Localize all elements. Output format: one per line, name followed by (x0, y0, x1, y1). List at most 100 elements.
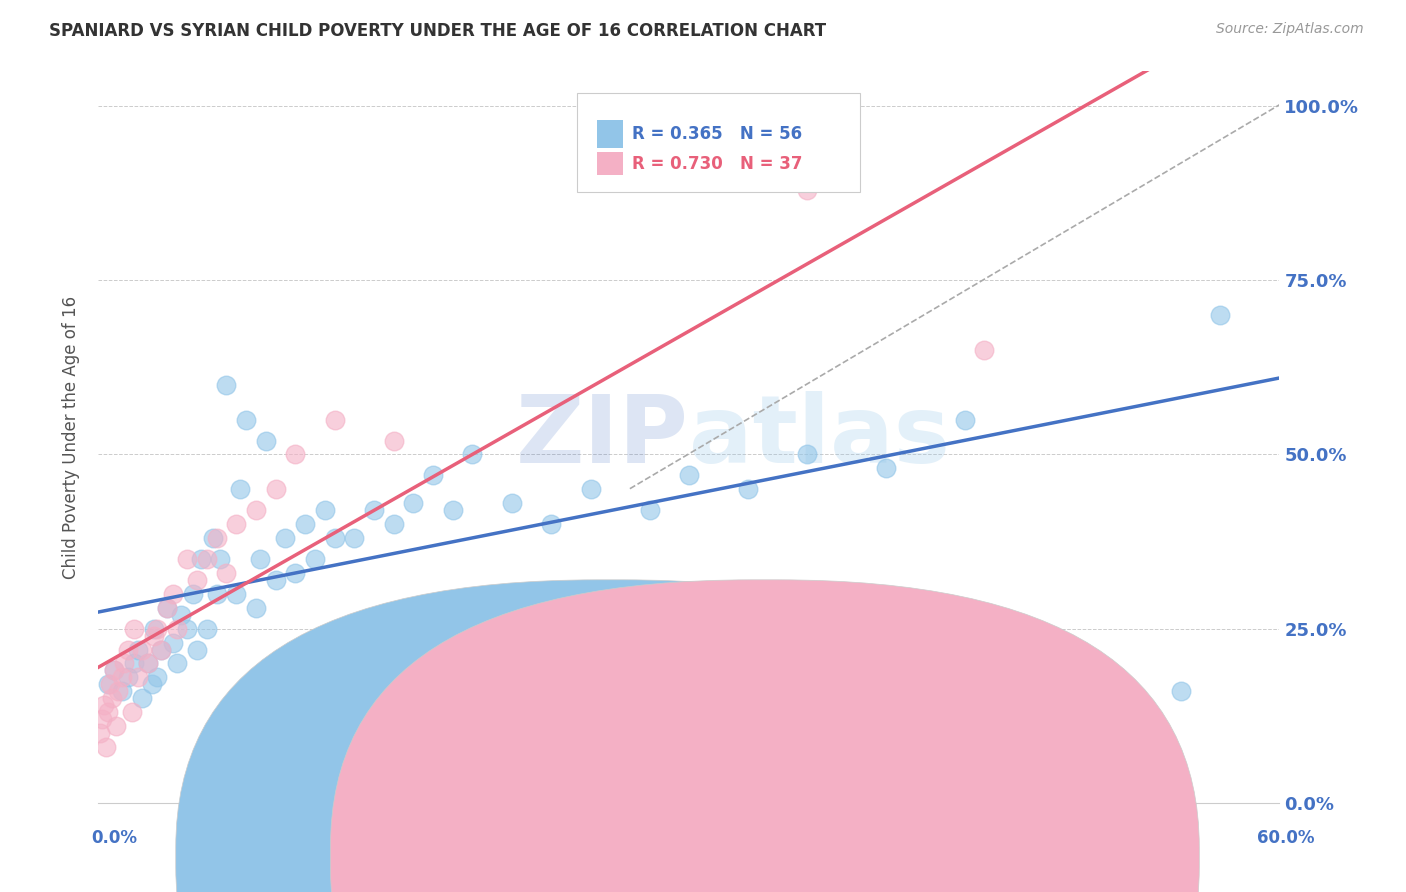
Point (254, 434, 277, 448)
Text: R = 0.365   N = 56: R = 0.365 N = 56 (633, 125, 803, 144)
Point (176, 552, 198, 566)
Point (284, 448, 307, 462)
Point (107, 684, 129, 698)
Point (382, 517, 405, 532)
Point (284, 566, 307, 580)
Point (382, 434, 405, 448)
Point (176, 622, 198, 636)
Point (638, 503, 661, 517)
Point (304, 552, 326, 566)
Point (215, 377, 238, 392)
Y-axis label: Child Poverty Under the Age of 16: Child Poverty Under the Age of 16 (62, 295, 80, 579)
Text: ZIP: ZIP (516, 391, 689, 483)
Point (249, 552, 271, 566)
Point (225, 587, 247, 601)
Point (127, 670, 149, 684)
Point (96, 740, 118, 755)
Point (91, 712, 114, 726)
Point (170, 607, 193, 622)
Point (117, 642, 139, 657)
Point (343, 531, 366, 545)
Point (97, 705, 120, 719)
Point (127, 642, 149, 657)
Point (186, 642, 208, 657)
Point (796, 183, 818, 197)
Point (166, 657, 188, 671)
Point (98, 677, 121, 691)
Text: Source: ZipAtlas.com: Source: ZipAtlas.com (1216, 22, 1364, 37)
Text: SPANIARD VS SYRIAN CHILD POVERTY UNDER THE AGE OF 16 CORRELATION CHART: SPANIARD VS SYRIAN CHILD POVERTY UNDER T… (49, 22, 827, 40)
Point (142, 622, 165, 636)
Point (117, 670, 139, 684)
Text: 0.0%: 0.0% (91, 829, 138, 847)
Text: atlas: atlas (689, 391, 950, 483)
Point (461, 448, 484, 462)
Text: Syrians: Syrians (787, 847, 849, 865)
Point (1170, 684, 1192, 698)
Point (97, 677, 120, 691)
Point (323, 531, 346, 545)
Point (235, 412, 257, 426)
Point (796, 448, 818, 462)
Point (181, 587, 204, 601)
Point (162, 635, 184, 649)
Point (294, 517, 316, 532)
Point (229, 483, 252, 497)
Point (136, 657, 159, 671)
Point (875, 461, 897, 475)
Point (441, 503, 464, 517)
Point (540, 517, 562, 532)
Point (973, 343, 995, 357)
Point (105, 719, 128, 733)
Point (245, 503, 267, 517)
Point (122, 622, 145, 636)
Point (131, 642, 153, 657)
Point (121, 705, 143, 719)
Point (209, 552, 232, 566)
Point (195, 552, 218, 566)
Point (103, 664, 125, 678)
Point (201, 531, 224, 545)
Bar (596, 152, 623, 175)
Point (190, 552, 212, 566)
Point (264, 573, 287, 587)
Point (150, 642, 173, 657)
Point (122, 657, 145, 671)
Point (323, 412, 346, 426)
Point (225, 517, 247, 532)
Point (274, 531, 297, 545)
Point (111, 670, 134, 684)
Point (264, 483, 287, 497)
Point (314, 503, 336, 517)
Point (579, 483, 602, 497)
Point (245, 600, 267, 615)
Bar (596, 120, 623, 148)
Text: 60.0%: 60.0% (1257, 829, 1315, 847)
Point (136, 657, 159, 671)
Point (205, 531, 228, 545)
Point (678, 468, 700, 483)
Point (363, 503, 385, 517)
Point (501, 496, 523, 510)
Point (737, 483, 759, 497)
Point (953, 412, 976, 426)
Point (156, 600, 179, 615)
Point (142, 629, 165, 643)
Point (162, 587, 184, 601)
FancyBboxPatch shape (576, 94, 860, 192)
Point (146, 622, 169, 636)
Point (215, 566, 238, 580)
Point (89, 726, 111, 740)
Point (156, 600, 179, 615)
Point (1209, 308, 1232, 322)
Point (101, 691, 124, 706)
Point (422, 468, 444, 483)
Point (195, 622, 218, 636)
Point (146, 670, 169, 684)
Point (141, 677, 163, 691)
Point (131, 691, 153, 706)
Point (112, 657, 135, 671)
Point (186, 573, 208, 587)
Text: R = 0.730   N = 37: R = 0.730 N = 37 (633, 154, 803, 172)
Text: Spaniards: Spaniards (633, 847, 714, 865)
